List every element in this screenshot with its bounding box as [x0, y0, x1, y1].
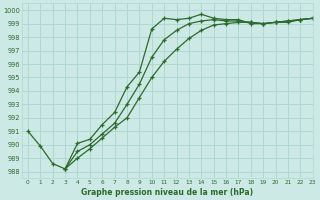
X-axis label: Graphe pression niveau de la mer (hPa): Graphe pression niveau de la mer (hPa): [81, 188, 253, 197]
